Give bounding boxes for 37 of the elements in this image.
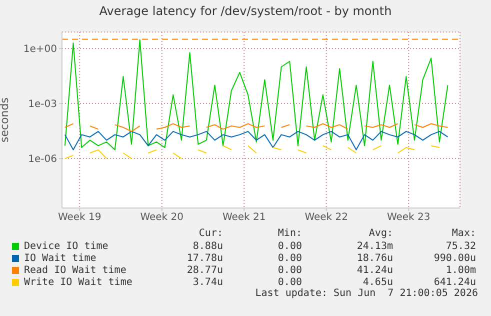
text: 28.77u — [186, 264, 223, 276]
text: 990.00u — [432, 252, 476, 264]
text: 0.00 — [276, 276, 302, 288]
text: Min: — [276, 228, 302, 240]
x-tick-label: Week 21 — [222, 212, 266, 224]
text: Last update: Sun Jun 7 21:00:05 2026 — [254, 288, 478, 299]
legend-label: Device IO time — [24, 240, 110, 252]
line-series — [64, 130, 448, 150]
x-tick-label: Week 23 — [386, 212, 430, 224]
text: 8.88u — [192, 240, 223, 252]
text: 3.74u — [192, 276, 223, 288]
legend-label: Write IO Wait time — [24, 276, 134, 288]
text: 0.00 — [276, 264, 302, 276]
text: 18.76u — [356, 252, 393, 264]
text: 0.00 — [276, 240, 302, 252]
text: 41.24u — [356, 264, 393, 276]
legend-label: IO Wait time — [24, 252, 98, 264]
text: Max: — [450, 228, 476, 240]
y-axis-title: seconds — [0, 97, 11, 142]
text: Cur: — [198, 228, 223, 240]
x-tick-label: Week 19 — [58, 212, 102, 224]
legend-label: Read IO Wait time — [24, 264, 128, 276]
x-tick-label: Week 20 — [140, 212, 184, 224]
x-tick-label: Week 22 — [304, 212, 348, 224]
y-tick-label: 1e-06 — [28, 154, 57, 166]
text: 24.13m — [356, 240, 393, 252]
text: 4.65u — [362, 276, 393, 288]
text: Avg: — [368, 228, 393, 240]
y-tick-label: 1e-03 — [28, 99, 57, 110]
line-series — [64, 39, 448, 150]
text: 75.32 — [444, 240, 476, 252]
text: 1.00m — [444, 264, 476, 276]
text: 0.00 — [276, 252, 302, 264]
text: 17.78u — [186, 252, 223, 264]
text: 641.24u — [432, 276, 476, 288]
y-tick-label: 1e+00 — [23, 44, 57, 56]
chart-title: Average latency for /dev/system/root - by month — [98, 4, 393, 18]
